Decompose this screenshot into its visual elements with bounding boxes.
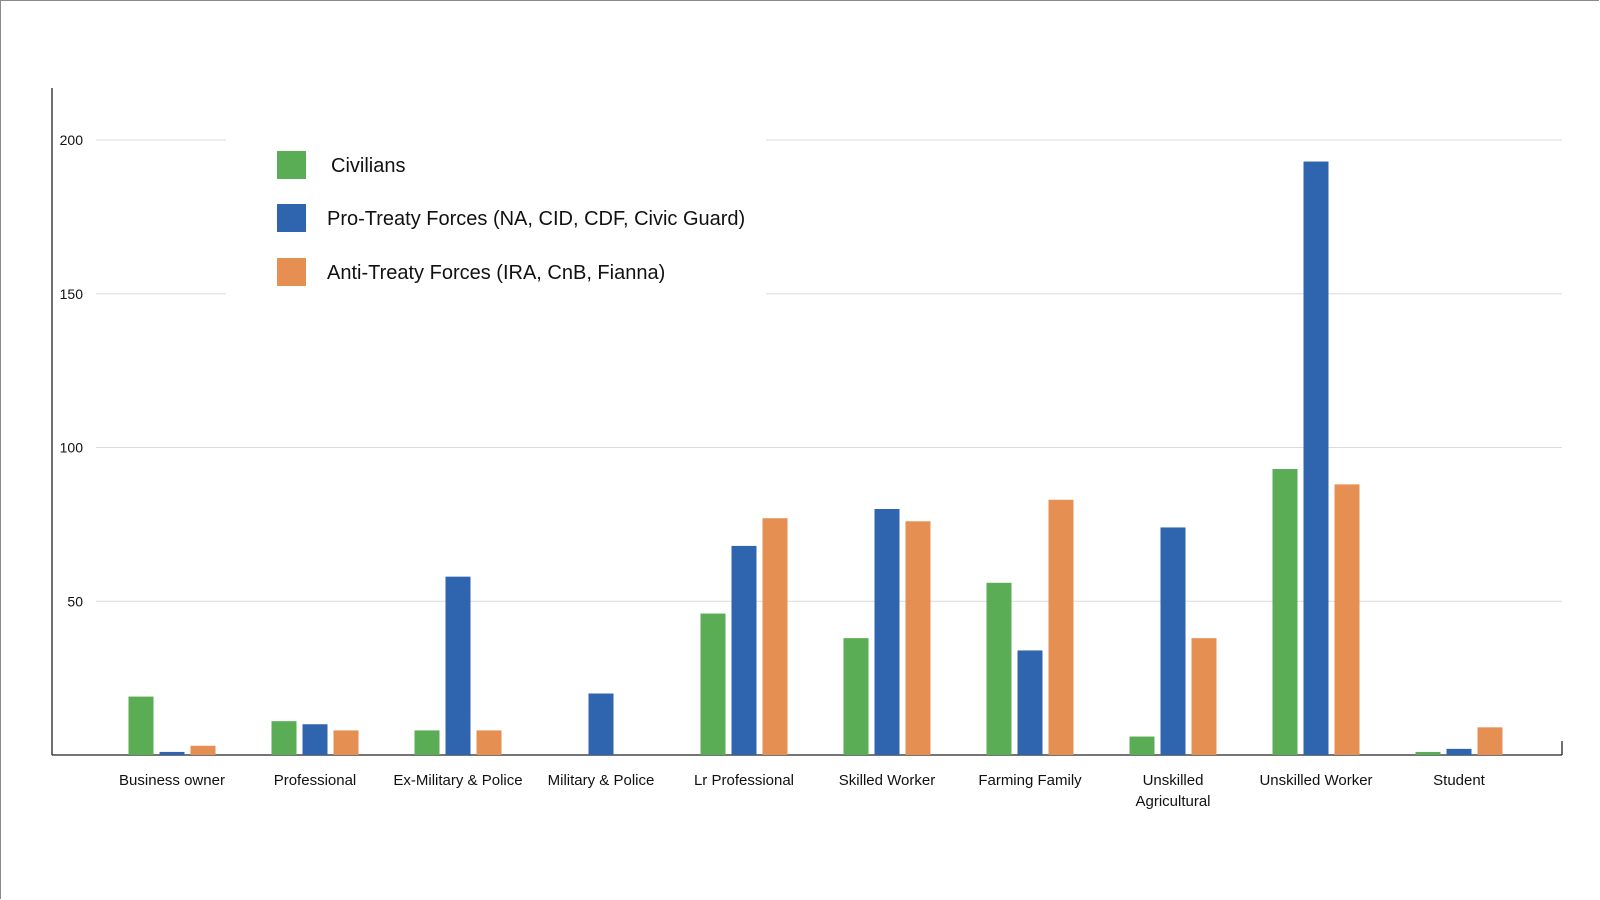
bar: [731, 545, 757, 755]
bar: [1048, 499, 1074, 755]
bar: [476, 730, 502, 755]
bar: [190, 745, 216, 755]
bar: [1415, 751, 1441, 755]
category-label: Student: [1433, 772, 1486, 789]
category-label: Unskilled: [1143, 772, 1204, 789]
category-label: Ex-Military & Police: [393, 772, 522, 789]
y-tick-label: 50: [67, 593, 83, 609]
legend: Civilians Pro-Treaty Forces (NA, CID, CDF…: [226, 120, 766, 305]
category-label: Business owner: [119, 772, 225, 789]
category-label: Lr Professional: [694, 772, 794, 789]
category-label: Farming Family: [978, 772, 1082, 789]
legend-label: Civilians: [331, 155, 405, 177]
bar: [874, 509, 900, 755]
bar: [1303, 161, 1329, 755]
bar: [1129, 736, 1155, 755]
bar: [333, 730, 359, 755]
bar: [1017, 650, 1043, 755]
y-tick-label: 100: [60, 440, 84, 456]
bar: [588, 693, 614, 755]
bar: [986, 582, 1012, 755]
bar: [843, 638, 869, 755]
bar: [159, 751, 185, 755]
legend-label: Pro-Treaty Forces (NA, CID, CDF, Civic G…: [327, 208, 745, 230]
bar: [414, 730, 440, 755]
category-labels: Business owner Professional Ex-Military & …: [119, 772, 1486, 810]
bar: [128, 696, 154, 755]
bars: [128, 161, 1503, 755]
legend-label: Anti-Treaty Forces (IRA, CnB, Fianna): [327, 262, 665, 284]
category-label: Skilled Worker: [839, 772, 935, 789]
bar: [1477, 727, 1503, 755]
y-tick-label: 150: [60, 286, 84, 302]
bar: [762, 518, 788, 755]
category-label: Professional: [274, 772, 357, 789]
y-tick-label: 200: [60, 132, 84, 148]
bar: [700, 613, 726, 755]
category-label: Agricultural: [1135, 793, 1210, 810]
bar: [1191, 638, 1217, 755]
legend-swatch: [277, 151, 306, 179]
bar: [271, 721, 297, 755]
y-tick-labels: 50 100 150 200: [60, 132, 84, 609]
bar: [445, 576, 471, 755]
bar: [1446, 748, 1472, 755]
legend-background: [226, 120, 766, 305]
bar: [1272, 469, 1298, 755]
category-label: Military & Police: [548, 772, 655, 789]
bar: [1160, 527, 1186, 755]
category-label: Unskilled Worker: [1259, 772, 1372, 789]
legend-swatch: [277, 204, 306, 232]
bar: [1334, 484, 1360, 755]
bar: [905, 521, 931, 755]
bar: [302, 724, 328, 755]
legend-swatch: [277, 258, 306, 286]
